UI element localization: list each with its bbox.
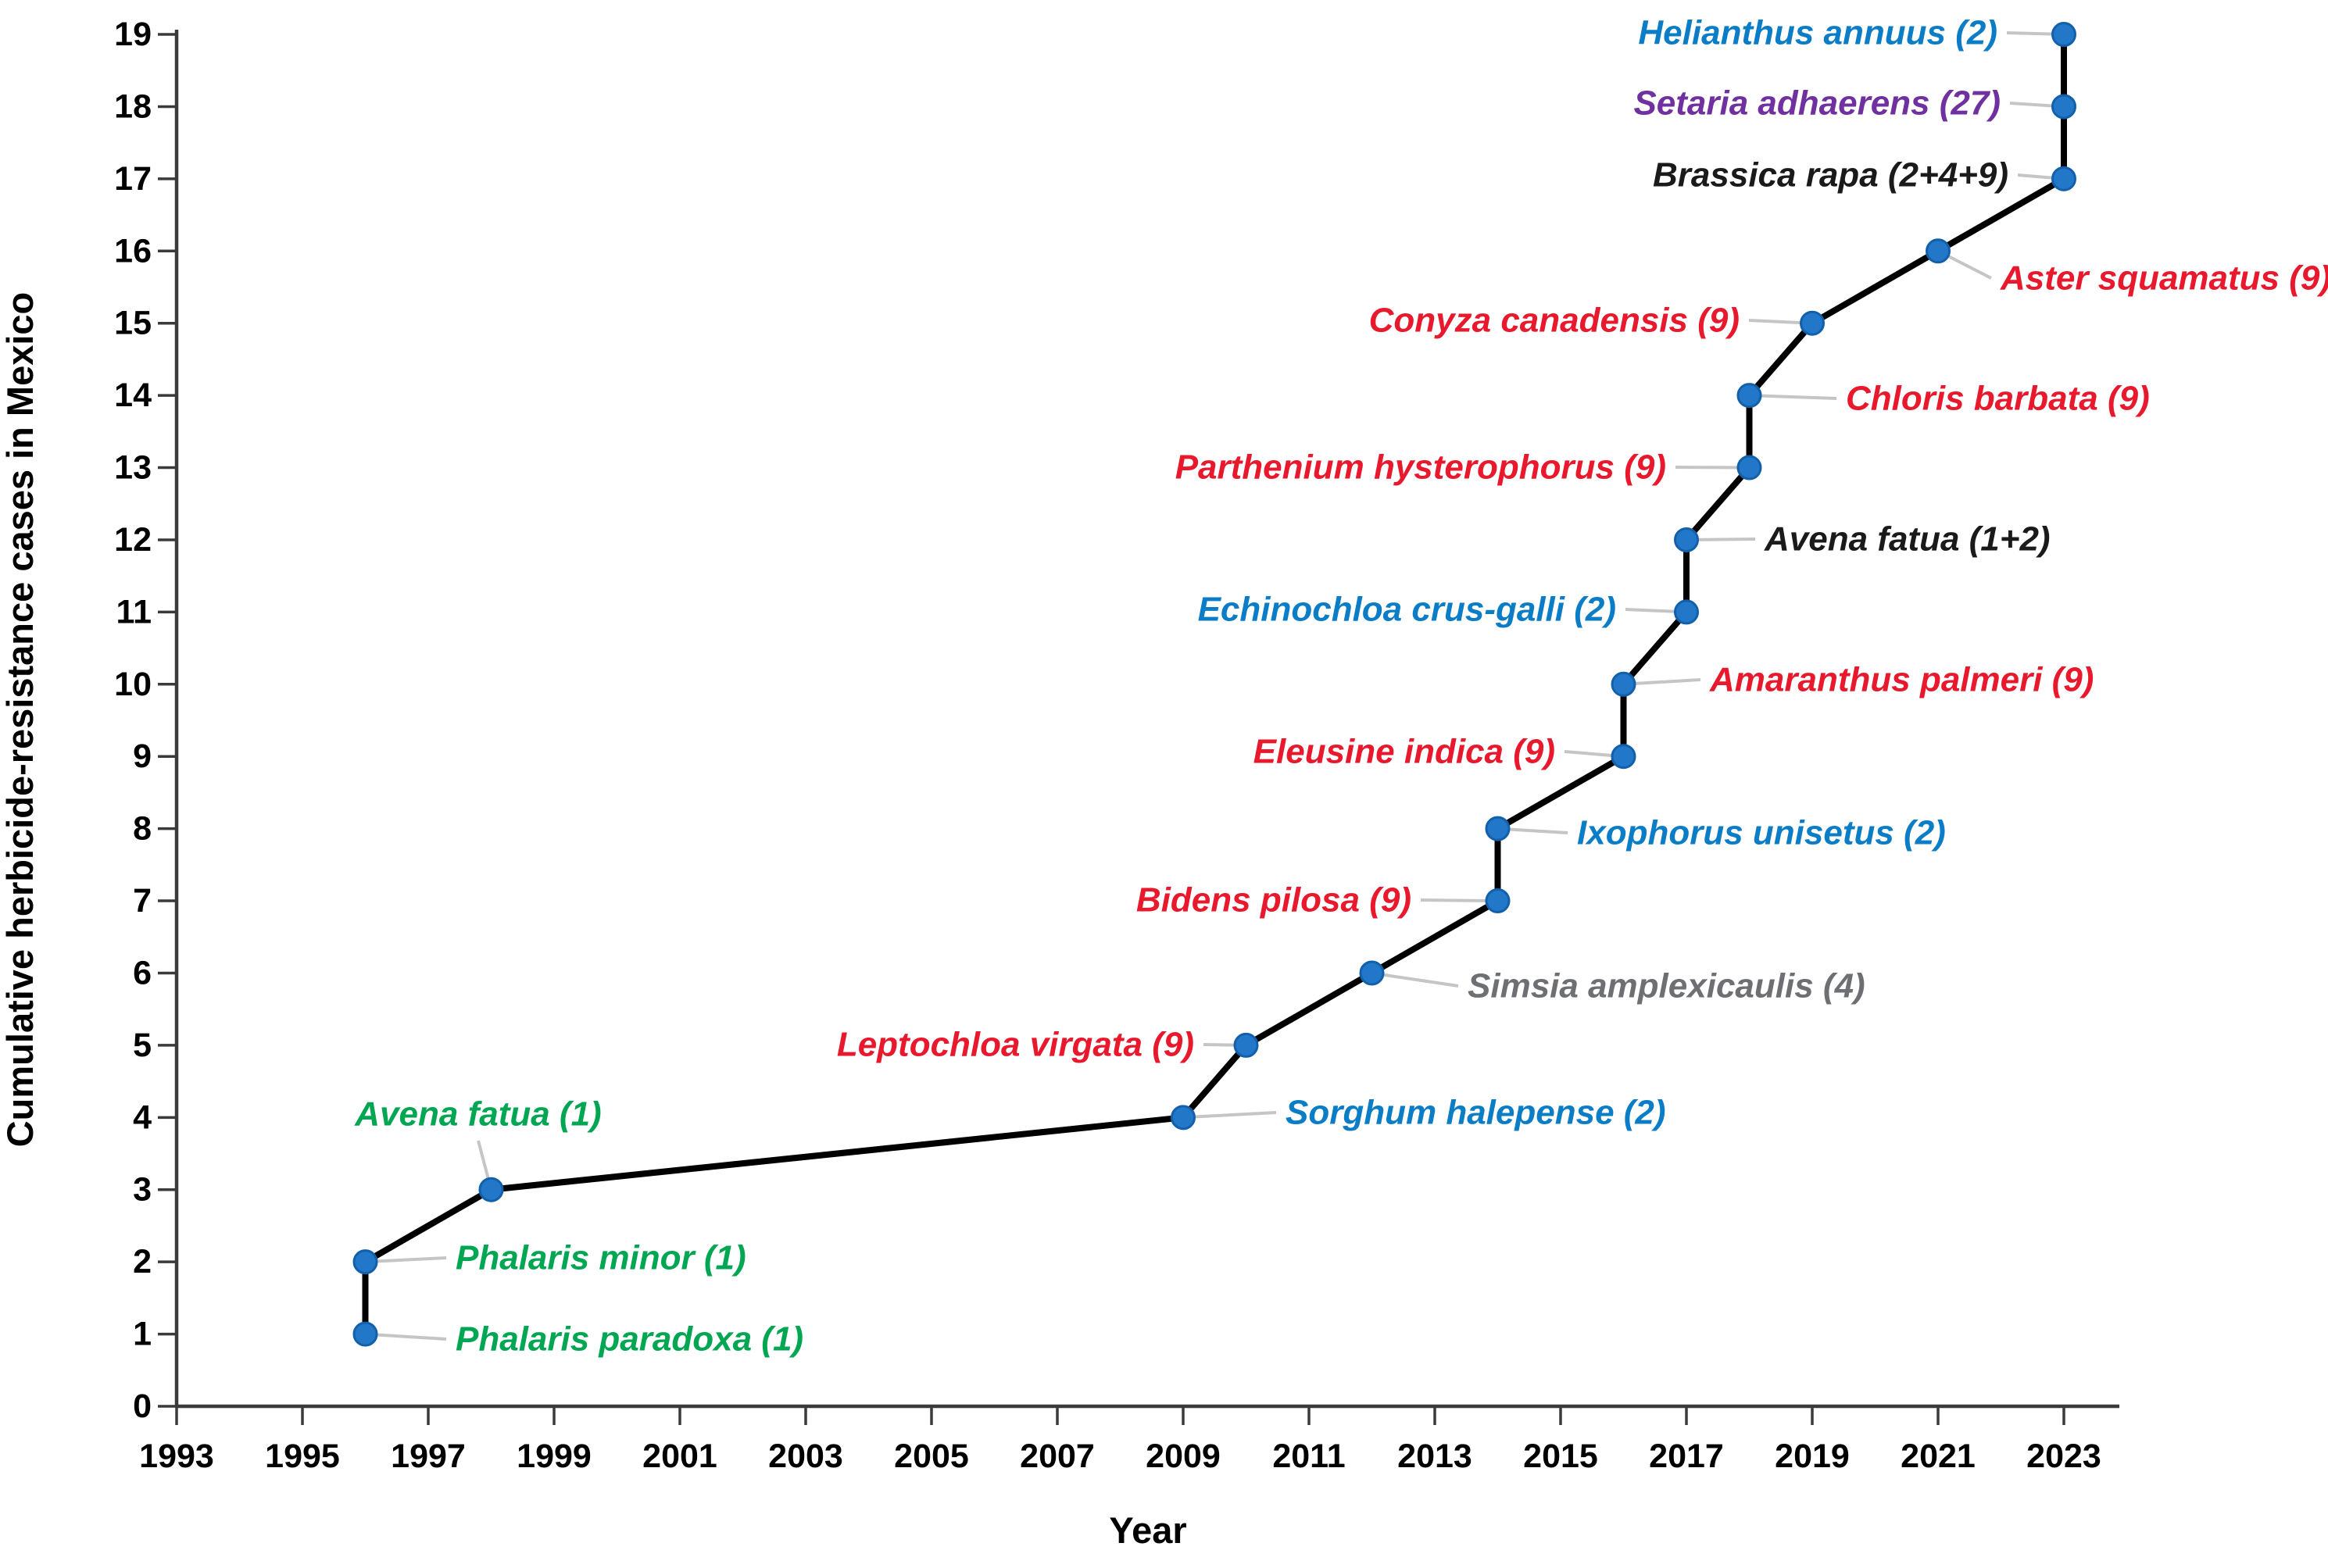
x-tick-label: 2011 [1272, 1438, 1345, 1475]
x-tick-label: 2015 [1523, 1438, 1598, 1475]
species-label: Eleusine indica (9) [1253, 733, 1555, 771]
x-tick-label: 2019 [1775, 1438, 1850, 1475]
species-label: Brassica rapa (2+4+9) [1653, 156, 2008, 195]
x-tick-label: 1993 [139, 1438, 214, 1475]
species-label: Simsia amplexicaulis (4) [1468, 967, 1865, 1005]
x-tick-label: 2023 [2026, 1438, 2101, 1475]
y-tick-label: 17 [114, 160, 152, 198]
data-point [1736, 455, 1762, 480]
x-tick-label: 2003 [768, 1438, 843, 1475]
data-point [1736, 383, 1762, 409]
leader-line [365, 1332, 447, 1341]
leader-line [1623, 678, 1701, 686]
x-tick-label: 1999 [517, 1438, 592, 1475]
y-tick-label: 4 [133, 1098, 152, 1136]
x-tick-label: 2001 [642, 1438, 717, 1475]
x-tick-label: 2013 [1397, 1438, 1472, 1475]
data-point [1233, 1032, 1259, 1058]
species-label: Phalaris paradoxa (1) [456, 1320, 803, 1359]
y-axis-title: Cumulative herbicide-resistance cases in… [0, 292, 41, 1148]
data-point [1485, 816, 1511, 841]
y-tick-label: 11 [116, 593, 152, 630]
data-point [352, 1321, 378, 1347]
species-label: Helianthus annuus (2) [1638, 14, 1997, 52]
y-tick-label: 12 [114, 521, 152, 559]
data-point [1171, 1105, 1196, 1130]
data-point [352, 1249, 378, 1275]
data-point [1485, 888, 1511, 914]
data-point [1674, 527, 1699, 552]
y-tick-label: 5 [133, 1027, 152, 1064]
x-axis-title: Year [1109, 1509, 1186, 1551]
data-point [478, 1177, 504, 1202]
species-label: Conyza canadensis (9) [1369, 302, 1740, 340]
x-tick-label: 2017 [1649, 1438, 1724, 1475]
species-label: Amaranthus palmeri (9) [1709, 661, 2094, 699]
y-tick-label: 9 [133, 738, 152, 775]
x-tick-label: 1995 [265, 1438, 340, 1475]
y-tick-label: 16 [114, 232, 152, 270]
y-tick-label: 13 [114, 449, 152, 487]
y-tick-label: 0 [133, 1388, 152, 1425]
data-point [2051, 166, 2076, 191]
species-label: Chloris barbata (9) [1846, 380, 2150, 418]
data-point [2051, 94, 2076, 120]
data-point [1611, 744, 1636, 770]
y-tick-label: 10 [114, 666, 152, 703]
data-point [1359, 960, 1385, 986]
x-tick-label: 2007 [1020, 1438, 1095, 1475]
species-label: Echinochloa crus-galli (2) [1198, 591, 1616, 629]
x-tick-label: 2009 [1146, 1438, 1221, 1475]
leader-line [1371, 971, 1459, 988]
y-tick-label: 7 [133, 882, 152, 920]
y-tick-label: 3 [133, 1171, 152, 1209]
data-point [1800, 310, 1825, 336]
leader-line [365, 1256, 447, 1264]
leader-line [1182, 1111, 1277, 1120]
y-tick-label: 15 [114, 305, 152, 342]
data-point [1611, 671, 1636, 697]
leader-line [1749, 394, 1837, 400]
data-points [352, 22, 2076, 1347]
species-label: Sorghum halepense (2) [1286, 1094, 1666, 1132]
data-point [1926, 238, 1951, 264]
species-label: Parthenium hysterophorus (9) [1175, 448, 1666, 487]
leader-line [1420, 898, 1498, 903]
species-label: Leptochloa virgata (9) [837, 1026, 1194, 1064]
y-tick-label: 14 [114, 377, 152, 414]
species-label: Bidens pilosa (9) [1136, 881, 1411, 920]
species-label: Setaria adhaerens (27) [1633, 84, 2001, 123]
y-tick-label: 6 [133, 954, 152, 991]
species-label: Avena fatua (1+2) [1764, 520, 2051, 559]
y-tick-label: 19 [114, 16, 152, 53]
y-tick-label: 1 [133, 1316, 152, 1353]
species-label: Avena fatua (1) [354, 1095, 601, 1134]
x-tick-label: 1997 [391, 1438, 466, 1475]
y-tick-label: 8 [133, 810, 152, 848]
data-point [2051, 22, 2076, 48]
y-tick-label: 2 [133, 1243, 152, 1280]
species-label: Ixophorus unisetus (2) [1577, 814, 1946, 852]
species-labels: Phalaris paradoxa (1) Phalaris minor (1) A… [354, 14, 2328, 1359]
species-label: Aster squamatus (9) [2000, 259, 2328, 298]
x-tick-label: 2021 [1901, 1438, 1976, 1475]
y-tick-label: 18 [114, 88, 152, 125]
data-point [1674, 599, 1699, 625]
species-label: Phalaris minor (1) [456, 1239, 746, 1277]
x-tick-label: 2005 [894, 1438, 969, 1475]
